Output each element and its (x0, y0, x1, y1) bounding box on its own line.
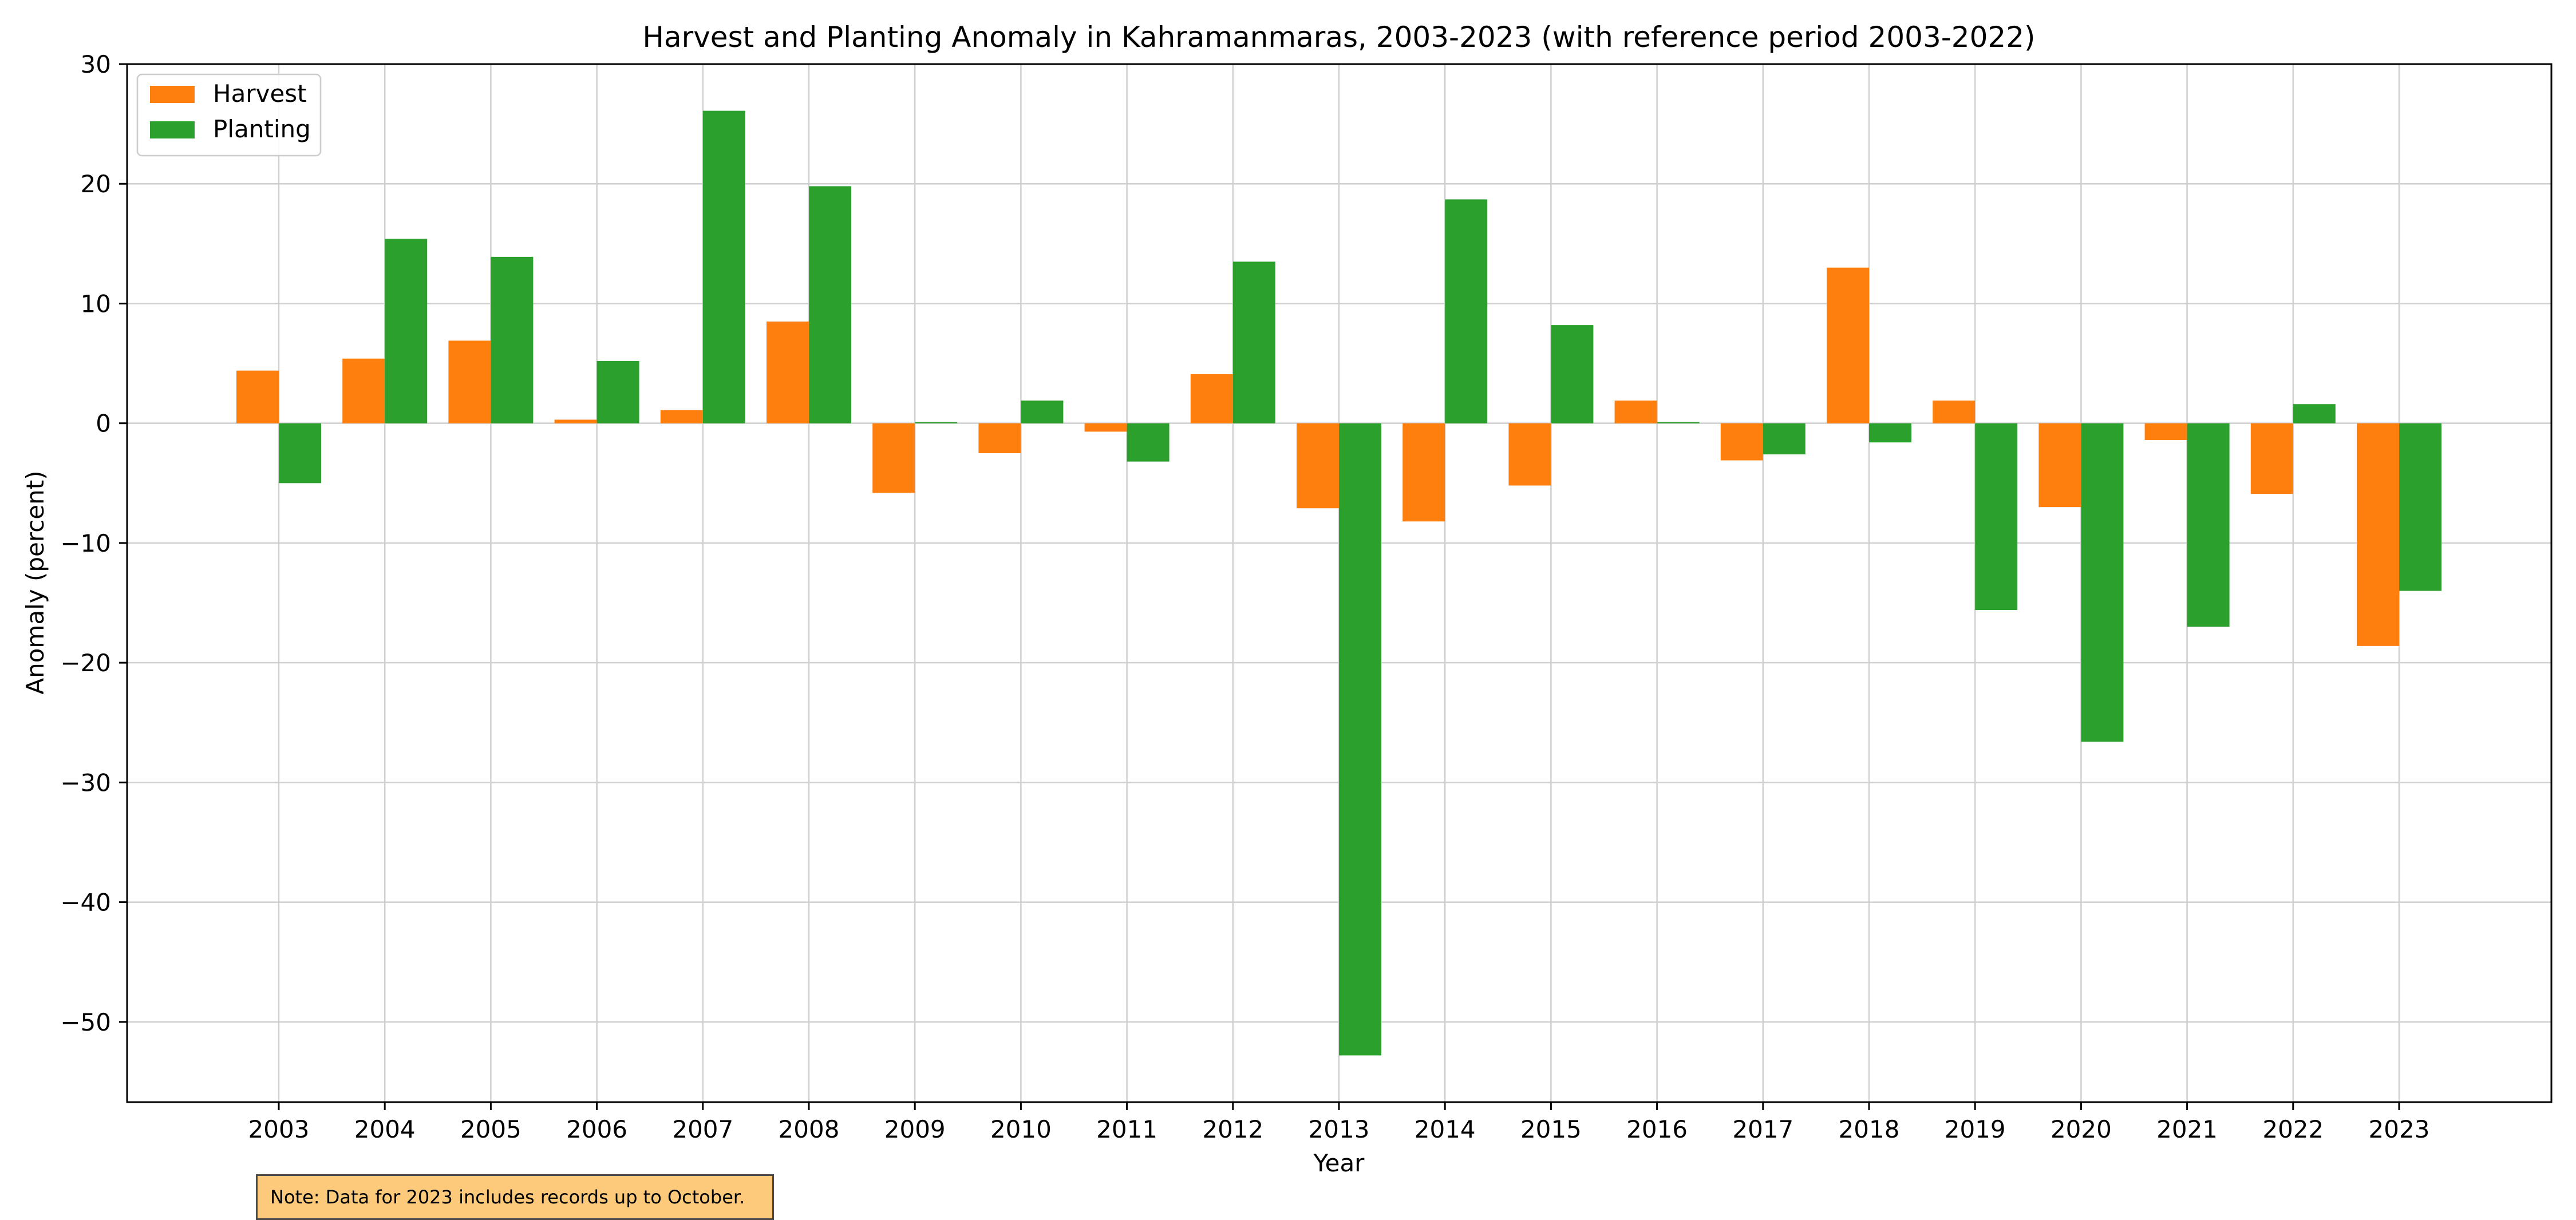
bar-planting-2011 (1127, 423, 1170, 462)
x-tick-label: 2014 (1415, 1115, 1476, 1143)
legend-swatch-planting (150, 121, 195, 138)
bar-harvest-2011 (1084, 423, 1127, 432)
bar-harvest-2018 (1827, 267, 1869, 423)
bar-harvest-2010 (978, 423, 1021, 453)
bar-harvest-2019 (1933, 400, 1976, 423)
bar-planting-2007 (702, 110, 745, 423)
note-box: Note: Data for 2023 includes records up … (256, 1174, 774, 1220)
x-tick-label: 2020 (2050, 1115, 2112, 1143)
legend-swatch-harvest (150, 86, 195, 103)
bar-planting-2005 (491, 256, 534, 423)
bar-planting-2012 (1232, 262, 1275, 423)
y-tick-label: 30 (81, 50, 111, 78)
note-text: Note: Data for 2023 includes records up … (270, 1186, 745, 1208)
x-tick-label: 2009 (884, 1115, 946, 1143)
y-axis-label: Anomaly (percent) (21, 470, 49, 694)
y-tick-label: 0 (96, 410, 111, 438)
x-tick-label: 2007 (672, 1115, 733, 1143)
y-tick-label: 20 (81, 170, 111, 198)
y-tick-label: −50 (60, 1008, 111, 1036)
x-tick-label: 2004 (354, 1115, 416, 1143)
bar-planting-2019 (1975, 423, 2018, 611)
bar-harvest-2013 (1297, 423, 1339, 509)
x-tick-label: 2023 (2369, 1115, 2430, 1143)
bar-harvest-2021 (2144, 423, 2187, 440)
x-tick-label: 2021 (2156, 1115, 2218, 1143)
bar-planting-2018 (1869, 423, 1911, 443)
bar-harvest-2022 (2250, 423, 2293, 494)
y-tick-label: −20 (60, 649, 111, 677)
x-tick-label: 2022 (2262, 1115, 2324, 1143)
bar-harvest-2007 (660, 410, 703, 423)
x-tick-label: 2013 (1309, 1115, 1370, 1143)
bar-planting-2016 (1657, 422, 1700, 423)
bar-harvest-2015 (1508, 423, 1551, 486)
bar-planting-2023 (2399, 423, 2441, 591)
bar-harvest-2016 (1614, 400, 1657, 423)
bar-planting-2017 (1763, 423, 1805, 455)
x-tick-label: 2015 (1520, 1115, 1582, 1143)
bar-harvest-2020 (2038, 423, 2081, 508)
bar-planting-2003 (279, 423, 321, 484)
legend-label-harvest: Harvest (213, 80, 307, 108)
x-tick-label: 2010 (990, 1115, 1052, 1143)
bar-harvest-2008 (767, 321, 809, 423)
bar-harvest-2017 (1720, 423, 1763, 461)
x-axis-label: Year (1313, 1149, 1365, 1177)
x-tick-label: 2019 (1945, 1115, 2006, 1143)
x-tick-label: 2011 (1096, 1115, 1157, 1143)
x-tick-label: 2003 (248, 1115, 310, 1143)
x-tick-label: 2016 (1626, 1115, 1688, 1143)
bar-harvest-2014 (1402, 423, 1445, 522)
x-tick-label: 2012 (1202, 1115, 1263, 1143)
bar-harvest-2006 (554, 419, 597, 423)
bar-planting-2020 (2081, 423, 2124, 742)
x-tick-label: 2006 (566, 1115, 627, 1143)
bar-planting-2010 (1021, 400, 1064, 423)
bar-harvest-2023 (2357, 423, 2399, 646)
x-tick-label: 2008 (779, 1115, 840, 1143)
bar-harvest-2009 (872, 423, 915, 493)
bar-harvest-2004 (342, 358, 385, 423)
bar-harvest-2012 (1190, 374, 1233, 423)
bar-planting-2013 (1339, 423, 1381, 1056)
bar-planting-2006 (596, 361, 639, 423)
bar-planting-2014 (1445, 199, 1488, 423)
x-tick-label: 2005 (460, 1115, 521, 1143)
bars (236, 110, 2441, 1056)
grid (127, 63, 2551, 1102)
x-tick-label: 2018 (1839, 1115, 1900, 1143)
chart-title: Harvest and Planting Anomaly in Kahraman… (642, 21, 2035, 54)
bar-planting-2022 (2293, 404, 2336, 423)
legend: Harvest Planting (136, 73, 322, 157)
legend-label-planting: Planting (213, 115, 311, 143)
x-tick-label: 2017 (1732, 1115, 1793, 1143)
bar-planting-2021 (2187, 423, 2230, 627)
y-tick-label: −40 (60, 889, 111, 917)
y-tick-label: −10 (60, 529, 111, 557)
y-tick-label: 10 (81, 290, 111, 318)
bar-planting-2015 (1551, 325, 1594, 423)
bar-planting-2008 (809, 186, 851, 423)
bar-planting-2004 (385, 239, 428, 423)
bar-harvest-2003 (236, 370, 279, 423)
bar-harvest-2005 (448, 340, 491, 423)
bar-planting-2009 (915, 422, 958, 423)
y-tick-label: −30 (60, 769, 111, 797)
